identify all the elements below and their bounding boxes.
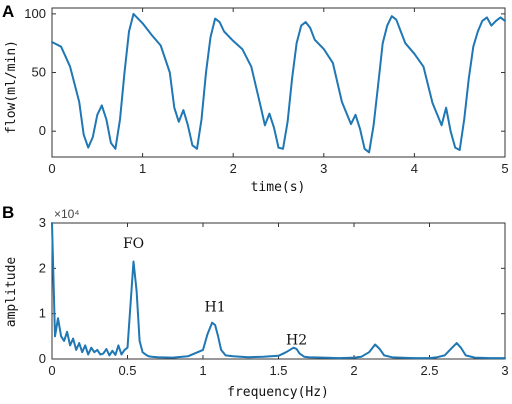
panel-b-y-axis-label: amplitude xyxy=(4,257,19,328)
y-tick-label: 0 xyxy=(39,123,46,138)
panel-b-frame xyxy=(51,222,506,360)
panel-a-frame xyxy=(51,7,506,158)
y-tick-label: 1 xyxy=(39,306,46,321)
panel-b-x-axis-label: frequency(Hz) xyxy=(227,385,329,400)
x-tick-label: 5 xyxy=(501,161,508,176)
x-tick-label: 1.5 xyxy=(269,363,287,378)
panel-b-y-ticks: 0 1 2 3 xyxy=(39,215,505,366)
peak-label: H2 xyxy=(286,332,307,348)
panel-a-y-axis-label: flow(ml/min) xyxy=(4,40,19,134)
peak-label: H1 xyxy=(205,299,226,315)
x-tick-label: 2.5 xyxy=(420,363,438,378)
x-tick-label: 3 xyxy=(320,161,327,176)
panel-label-a: A xyxy=(2,2,14,21)
panel-a-y-ticks: 0 50 100 xyxy=(24,6,505,138)
panel-a-x-ticks: 0 1 2 3 4 5 xyxy=(48,8,509,176)
x-tick-label: 2 xyxy=(230,161,237,176)
panel-b-annotations: FO H1 H2 xyxy=(123,236,307,349)
y-tick-label: 2 xyxy=(39,260,46,275)
x-tick-label: 3 xyxy=(501,363,508,378)
y-tick-label: 100 xyxy=(24,6,46,21)
x-tick-label: 1 xyxy=(199,363,206,378)
x-tick-label: 4 xyxy=(411,161,418,176)
y-tick-label: 3 xyxy=(39,215,46,230)
y-tick-label: 50 xyxy=(32,65,46,80)
panel-a-x-axis-label: time(s) xyxy=(251,180,306,195)
x-tick-label: 1 xyxy=(139,161,146,176)
panel-b-amplitude-line xyxy=(51,222,506,360)
x-tick-label: 0 xyxy=(48,363,55,378)
x-tick-label: 0 xyxy=(48,161,55,176)
panel-label-b: B xyxy=(2,203,14,222)
panel-b-y-multiplier: ×10⁴ xyxy=(54,207,80,221)
x-tick-label: 0.5 xyxy=(118,363,136,378)
panel-a-flow-line xyxy=(51,12,506,154)
x-tick-label: 2 xyxy=(350,363,357,378)
peak-label: FO xyxy=(123,236,144,252)
y-tick-label: 0 xyxy=(39,351,46,366)
